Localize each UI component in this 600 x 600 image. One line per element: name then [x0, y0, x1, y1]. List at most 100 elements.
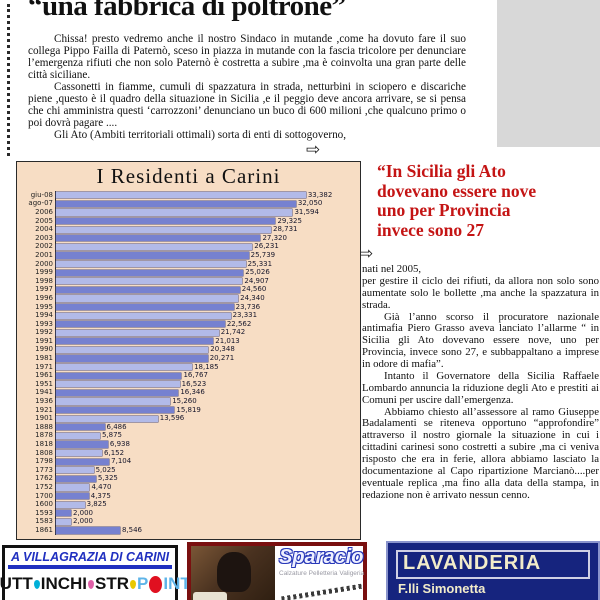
chart-bar-row: 1878 5,875: [20, 431, 357, 441]
page-title: “una fabbrica di poltrone”: [28, 0, 346, 22]
chart-category-label: 2001: [35, 250, 53, 259]
chart-bar-row: 1593 2,000: [20, 508, 357, 518]
chart-bar-track: 21,742: [55, 328, 357, 338]
chart-bar-row: 1990 20,348: [20, 345, 357, 355]
chart-value-label: 18,185: [194, 362, 219, 371]
arrow-right-icon: ⇨: [306, 140, 321, 160]
chart-bar: [56, 200, 296, 207]
chart-bar-row: 1600 3,825: [20, 500, 357, 509]
article-paragraph: per gestire il ciclo dei rifiuti, da all…: [362, 274, 599, 311]
chart-bar-track: 20,271: [55, 354, 357, 363]
chart-category-label: 1798: [35, 457, 53, 466]
article-paragraph: Già l’anno scorso il procuratore naziona…: [362, 310, 599, 370]
ad-location-text: A VILLAGRAZIA DI CARINI: [8, 550, 172, 569]
chart-bar-row: 1993 22,562: [20, 319, 357, 329]
ad-shop-name-part: P: [137, 574, 149, 593]
chart-bar-track: 5,025: [55, 466, 357, 475]
article-paragraph: Abbiamo chiesto all’assessore al ramo Gi…: [362, 405, 599, 501]
chart-value-label: 8,546: [121, 525, 142, 534]
ink-drop-icon: [130, 579, 136, 589]
chart-bar-track: 23,331: [55, 311, 357, 320]
chart-category-label: ago-07: [28, 199, 53, 208]
chart-bar: [56, 518, 71, 525]
chart-bar-row: 1936 15,260: [20, 397, 357, 406]
chart-value-label: 29,325: [277, 216, 302, 225]
chart-bar: [56, 355, 208, 362]
chart-category-label: 2000: [35, 259, 53, 268]
chart-value-label: 22,562: [226, 319, 252, 328]
chart-bar-row: 1808 6,152: [20, 448, 357, 458]
chart-bar-row: 1901 13,596: [20, 414, 357, 424]
chart-bar-track: 29,325: [55, 216, 357, 226]
chart-value-label: 13,596: [159, 414, 185, 423]
chart-category-label: 1951: [35, 379, 53, 388]
chart-bar: [56, 295, 239, 302]
chart-bar-track: 4,470: [55, 483, 357, 492]
chart-category-label: 1901: [35, 414, 53, 423]
chart-value-label: 31,594: [294, 207, 319, 216]
chart-bar-row: ago-07 32,050: [20, 199, 357, 209]
chart-bar: [56, 286, 240, 293]
chart-bar: [56, 407, 175, 414]
chart-bar-row: giu-08 33,382: [20, 191, 357, 200]
chart-value-label: 2,000: [72, 508, 93, 517]
chart-category-label: 1808: [35, 448, 53, 457]
chart-bar-track: 5,325: [55, 474, 357, 484]
chart-bar-row: 1773 5,025: [20, 466, 357, 475]
chart-value-label: 20,271: [209, 354, 235, 363]
chart-bar: [56, 321, 225, 328]
chart-bar-track: 22,562: [55, 319, 357, 329]
chart-bar-track: 3,825: [55, 500, 357, 509]
chart-category-label: 2004: [35, 225, 53, 234]
chart-category-label: 2006: [35, 207, 53, 216]
chart-bar-row: 1818 6,938: [20, 440, 357, 449]
ad-name-box: LAVANDERIA: [396, 550, 590, 579]
photo-table: [193, 592, 227, 600]
chart-value-label: 5,025: [95, 465, 116, 474]
chart-value-label: 4,470: [91, 482, 112, 491]
chart-bar: [56, 492, 89, 500]
chart-bar-row: 1995 23,736: [20, 302, 357, 312]
chart-bar-row: 1888 6,486: [20, 423, 357, 432]
chart-category-label: 1998: [35, 276, 53, 285]
chart-bar-row: 1971 18,185: [20, 362, 357, 372]
chart-bar: [56, 475, 96, 482]
chart-bar: [56, 226, 272, 233]
chart-bar-row: 2000 25,331: [20, 259, 357, 269]
chart-bar-row: 1583 2,000: [20, 517, 357, 527]
chart-bar-track: 16,767: [55, 371, 357, 381]
chart-category-label: 1888: [35, 422, 53, 431]
gray-image-placeholder: [497, 0, 600, 147]
chart-category-label: 2003: [35, 233, 53, 242]
chart-value-label: 15,819: [176, 405, 201, 414]
chart-category-label: 1878: [35, 431, 53, 440]
chart-bar-track: 33,382: [55, 191, 357, 200]
chart-category-label: 1700: [35, 491, 53, 500]
chart-value-label: 20,348: [210, 345, 235, 354]
chart-bar-track: 23,736: [55, 302, 357, 312]
chart-bar: [56, 252, 249, 259]
chart-bar: [56, 372, 182, 379]
chart-bar-track: 15,260: [55, 397, 357, 406]
chart-bar: [56, 398, 171, 405]
chart-value-label: 6,152: [104, 448, 125, 457]
chart-category-label: 1921: [35, 405, 53, 414]
ad-shop-name-part: INT: [163, 574, 191, 593]
chart-value-label: 3,825: [86, 500, 107, 509]
chart-category-label: giu-08: [30, 190, 53, 199]
chart-bar-row: 1762 5,325: [20, 474, 357, 484]
chart-bar-track: 28,731: [55, 225, 357, 234]
chart-bar-row: 2001 25,739: [20, 251, 357, 260]
chart-value-label: 7,104: [111, 457, 132, 466]
chart-category-label: 1996: [35, 293, 53, 302]
chart-bar-row: 1992 21,742: [20, 328, 357, 338]
chart-value-label: 33,382: [307, 190, 333, 199]
chart-value-label: 21,013: [215, 336, 240, 345]
chart-bar-row: 1997 24,560: [20, 285, 357, 295]
chart-value-label: 32,050: [297, 199, 323, 208]
chart-bar-row: 1999 25,026: [20, 268, 357, 277]
chart-bar-track: 2,000: [55, 508, 357, 518]
chart-bar: [56, 217, 276, 225]
ad-shop-name-part: STR: [95, 574, 129, 593]
chart-value-label: 24,907: [244, 276, 269, 285]
